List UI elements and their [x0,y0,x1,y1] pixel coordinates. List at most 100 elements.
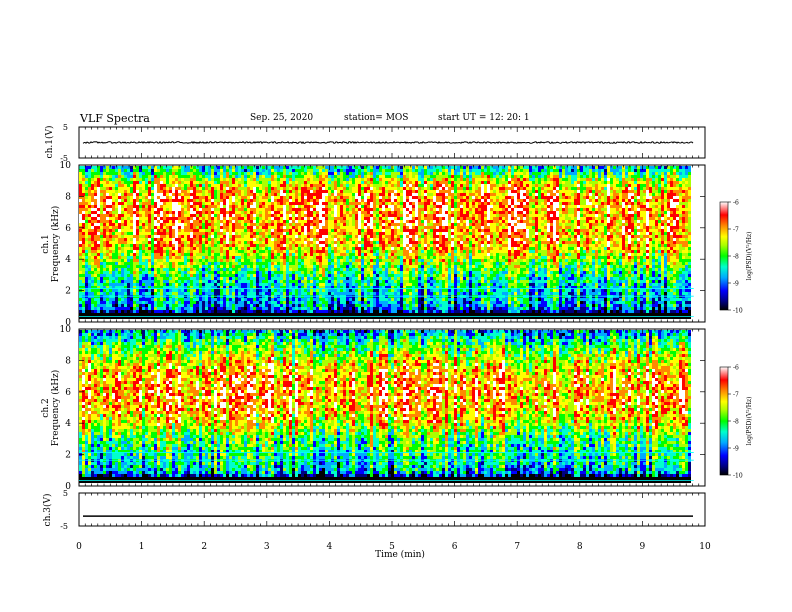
spectrogram-cell [271,313,274,316]
spectrogram-cell [106,313,109,316]
spectrogram-cell [202,229,205,232]
spectrogram-cell [169,262,172,265]
spectrogram-cell [121,229,124,232]
spectrogram-cell [154,274,157,277]
spectrogram-cell [283,232,286,235]
spectrogram-cell [256,181,259,184]
spectrogram-cell [238,268,241,271]
spectrogram-cell [214,175,217,178]
spectrogram-cell [289,181,292,184]
spectrogram-cell [283,289,286,292]
spectrogram-cell [208,253,211,256]
spectrogram-cell [175,313,178,316]
spectrogram-cell [175,220,178,223]
spectrogram-cell [148,208,151,211]
spectrogram-cell [247,232,250,235]
spectrogram-cell [205,274,208,277]
spectrogram-cell [256,268,259,271]
spectrogram-cell [277,247,280,250]
spectrogram-cell [247,253,250,256]
spectrogram-cell [97,289,100,292]
spectrogram-cell [124,268,127,271]
spectrogram-cell [148,307,151,310]
spectrogram-cell [169,217,172,220]
spectrogram-cell [139,280,142,283]
spectrogram-cell [274,259,277,262]
spectrogram-cell [139,217,142,220]
spectrogram-cell [247,166,250,169]
spectrogram-cell [283,256,286,259]
spectrogram-cell [97,235,100,238]
spectrogram-cell [220,247,223,250]
spectrogram-cell [151,196,154,199]
spectrogram-cell [235,232,238,235]
spectrogram-cell [220,259,223,262]
spectrogram-cell [220,271,223,274]
spectrogram-cell [175,166,178,169]
spectrogram-cell [238,223,241,226]
spectrogram-cell [217,205,220,208]
spectrogram-cell [199,232,202,235]
spectrogram-cell [187,256,190,259]
spectrogram-cell [265,235,268,238]
spectrogram-cell [79,274,82,277]
spectrogram-cell [175,232,178,235]
spectrogram-cell [208,217,211,220]
spectrogram-cell [208,271,211,274]
spectrogram-cell [94,280,97,283]
spectrogram-cell [190,262,193,265]
spectrogram-cell [163,235,166,238]
spectrogram-cell [106,292,109,295]
spectrogram-cell [187,250,190,253]
spectrogram-cell [199,274,202,277]
spectrogram-cell [124,310,127,313]
spectrogram-cell [157,178,160,181]
spectrogram-cell [232,238,235,241]
spectrogram-cell [91,274,94,277]
spectrogram-cell [175,190,178,193]
spectrogram-cell [139,226,142,229]
spectrogram-cell [262,265,265,268]
spectrogram-cell [238,277,241,280]
spectrogram-cell [181,259,184,262]
spectrogram-cell [148,181,151,184]
spectrogram-cell [262,172,265,175]
spectrogram-cell [286,253,289,256]
spectrogram-cell [97,169,100,172]
spectrogram-cell [262,253,265,256]
spectrogram-cell [115,262,118,265]
spectrogram-cell [208,247,211,250]
spectrogram-cell [154,262,157,265]
spectrogram-cell [199,190,202,193]
spectrogram-cell [229,178,232,181]
spectrogram-cell [157,169,160,172]
spectrogram-cell [250,211,253,214]
spectrogram-cell [85,208,88,211]
spectrogram-cell [133,205,136,208]
spectrogram-cell [142,232,145,235]
spectrogram-cell [211,271,214,274]
spectrogram-cell [160,265,163,268]
spectrogram-cell [205,202,208,205]
spectrogram-cell [124,313,127,316]
spectrogram-cell [277,208,280,211]
spectrogram-cell [166,292,169,295]
spectrogram-cell [139,235,142,238]
spectrogram-cell [130,211,133,214]
spectrogram-cell [166,244,169,247]
spectrogram-cell [175,238,178,241]
spectrogram-cell [199,181,202,184]
spectrogram-cell [103,310,106,313]
spectrogram-cell [115,238,118,241]
spectrogram-cell [109,193,112,196]
spectrogram-cell [232,268,235,271]
spectrogram-cell [259,247,262,250]
spectrogram-cell [160,220,163,223]
spectrogram-cell [190,190,193,193]
spectrogram-cell [238,184,241,187]
spectrogram-cell [166,250,169,253]
spectrogram-cell [274,238,277,241]
spectrogram-cell [142,223,145,226]
spectrogram-cell [202,310,205,313]
spectrogram-cell [88,289,91,292]
